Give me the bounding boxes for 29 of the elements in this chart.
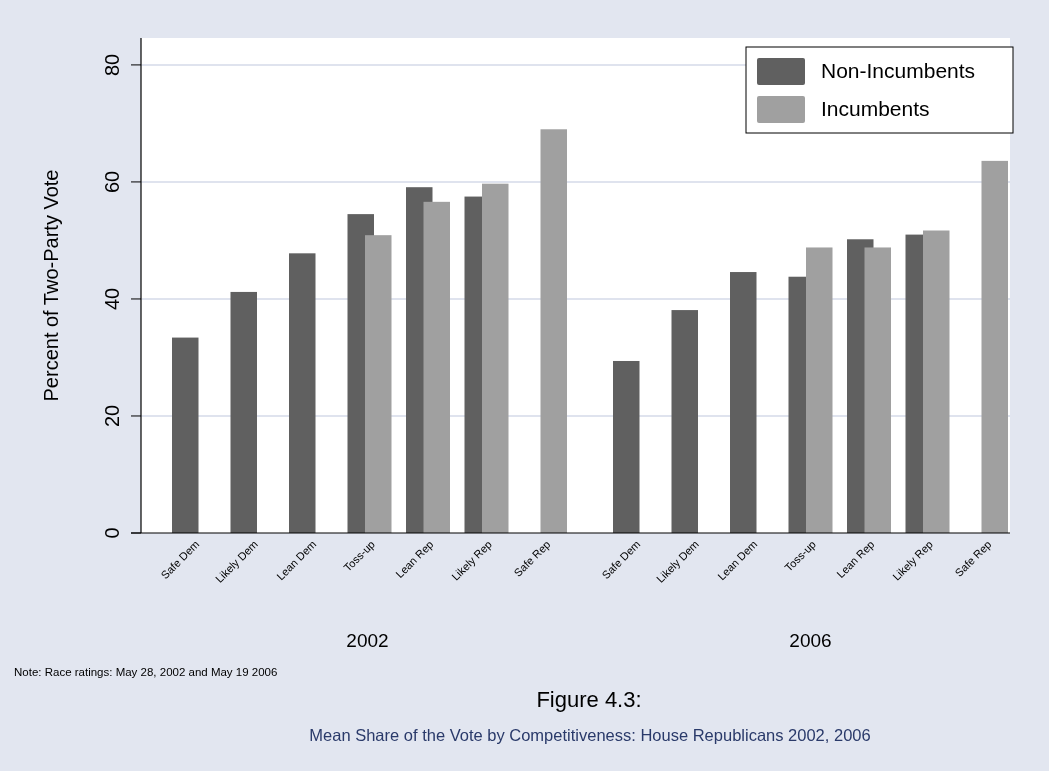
bar	[923, 230, 950, 533]
bar	[981, 160, 1008, 533]
y-tick-label: 0	[101, 527, 123, 539]
text: Mean Share of the Vote by Competitiveness: House Republicans 2002, 2006	[309, 726, 871, 744]
bar	[730, 272, 757, 533]
bar	[540, 129, 567, 533]
legend-label: Incumbents	[821, 96, 930, 120]
bar	[482, 183, 509, 533]
bar	[230, 291, 257, 533]
bar	[864, 247, 891, 533]
legend-label: Non-Incumbents	[821, 58, 976, 82]
x-axis-title: 2006	[789, 630, 832, 651]
y-tick-label: 60	[101, 170, 123, 194]
y-tick-label: 20	[101, 404, 123, 428]
text: Note: Race ratings: May 28, 2002 and May 19 2006	[14, 666, 278, 678]
bar	[172, 337, 199, 533]
x-axis-title: 2002	[346, 630, 389, 651]
bar	[365, 235, 392, 533]
bar	[671, 310, 698, 533]
x-tick-label: Safe Rep	[952, 537, 994, 579]
y-axis-title: Percent of Two-Party Vote	[40, 169, 62, 402]
bar	[613, 360, 640, 533]
y-tick-label: 80	[101, 53, 123, 77]
bar	[423, 201, 450, 533]
text: Figure 4.3:	[536, 687, 642, 712]
x-tick-label: Safe Rep	[511, 537, 553, 579]
y-tick-label: 40	[101, 287, 123, 311]
bar	[289, 253, 316, 533]
bar	[806, 247, 833, 533]
